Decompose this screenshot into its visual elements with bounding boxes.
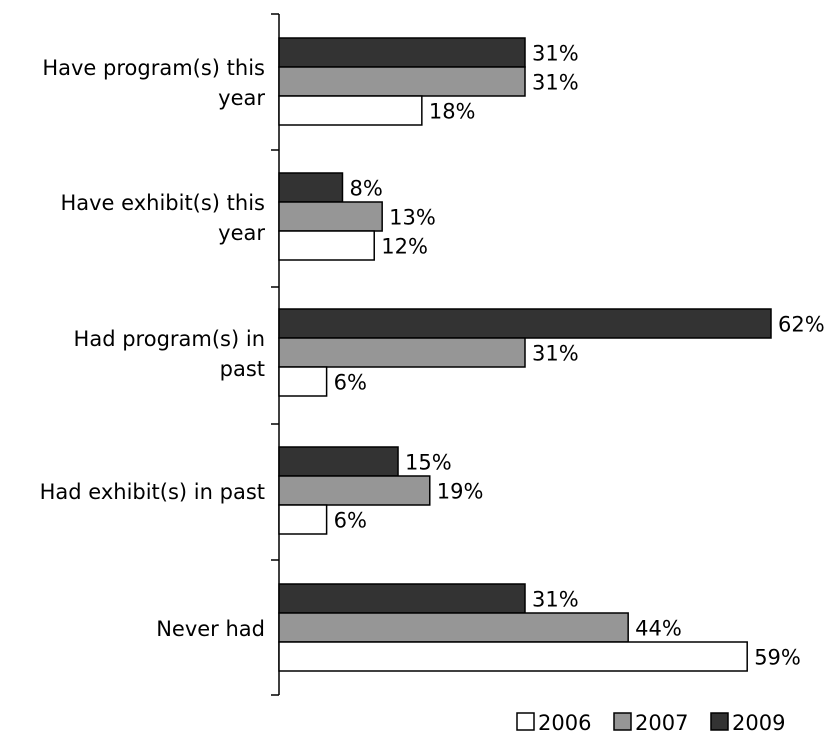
category-label: Had exhibit(s) in past [40,480,265,504]
value-label-2007-1: 31% [532,71,579,95]
category-label: past [220,357,265,381]
value-label-2007-5: 44% [635,617,682,641]
bar-2006-5 [278,641,748,672]
value-label-2007-4: 19% [437,480,484,504]
legend-swatch-2009 [710,712,729,731]
legend-label-2007: 2007 [635,711,688,735]
value-label-2006-5: 59% [754,646,801,670]
bar-2009-2 [278,172,344,203]
bar-2006-4 [278,504,328,535]
value-label-2006-3: 6% [334,371,367,395]
category-label: Never had [156,617,265,641]
category-label: Had program(s) in [74,327,265,351]
value-label-2009-4: 15% [405,451,452,475]
category-label: Have exhibit(s) this [60,191,265,215]
value-label-2006-2: 12% [381,235,428,259]
bar-2009-1 [278,37,526,68]
bar-2007-5 [278,612,629,643]
bar-2009-4 [278,446,399,477]
value-label-2009-3: 62% [778,313,825,337]
bar-2007-2 [278,201,383,232]
value-label-2009-5: 31% [532,588,579,612]
value-label-2007-2: 13% [389,206,436,230]
bar-2006-2 [278,230,375,261]
bar-2009-5 [278,583,526,614]
value-label-2006-1: 18% [429,100,476,124]
category-label: year [218,86,265,110]
value-label-2006-4: 6% [334,509,367,533]
category-label: Have program(s) this [42,56,265,80]
legend-swatch-2007 [613,712,632,731]
legend-label-2009: 2009 [732,711,785,735]
value-label-2009-1: 31% [532,42,579,66]
value-label-2007-3: 31% [532,342,579,366]
bar-2006-3 [278,366,328,397]
value-label-2009-2: 8% [349,177,382,201]
bar-2009-3 [278,308,772,339]
bar-2006-1 [278,95,423,126]
legend-label-2006: 2006 [538,711,591,735]
bar-2007-1 [278,66,526,97]
bar-2007-3 [278,337,526,368]
category-label: year [218,221,265,245]
legend-swatch-2006 [516,712,535,731]
bar-2007-4 [278,475,431,506]
